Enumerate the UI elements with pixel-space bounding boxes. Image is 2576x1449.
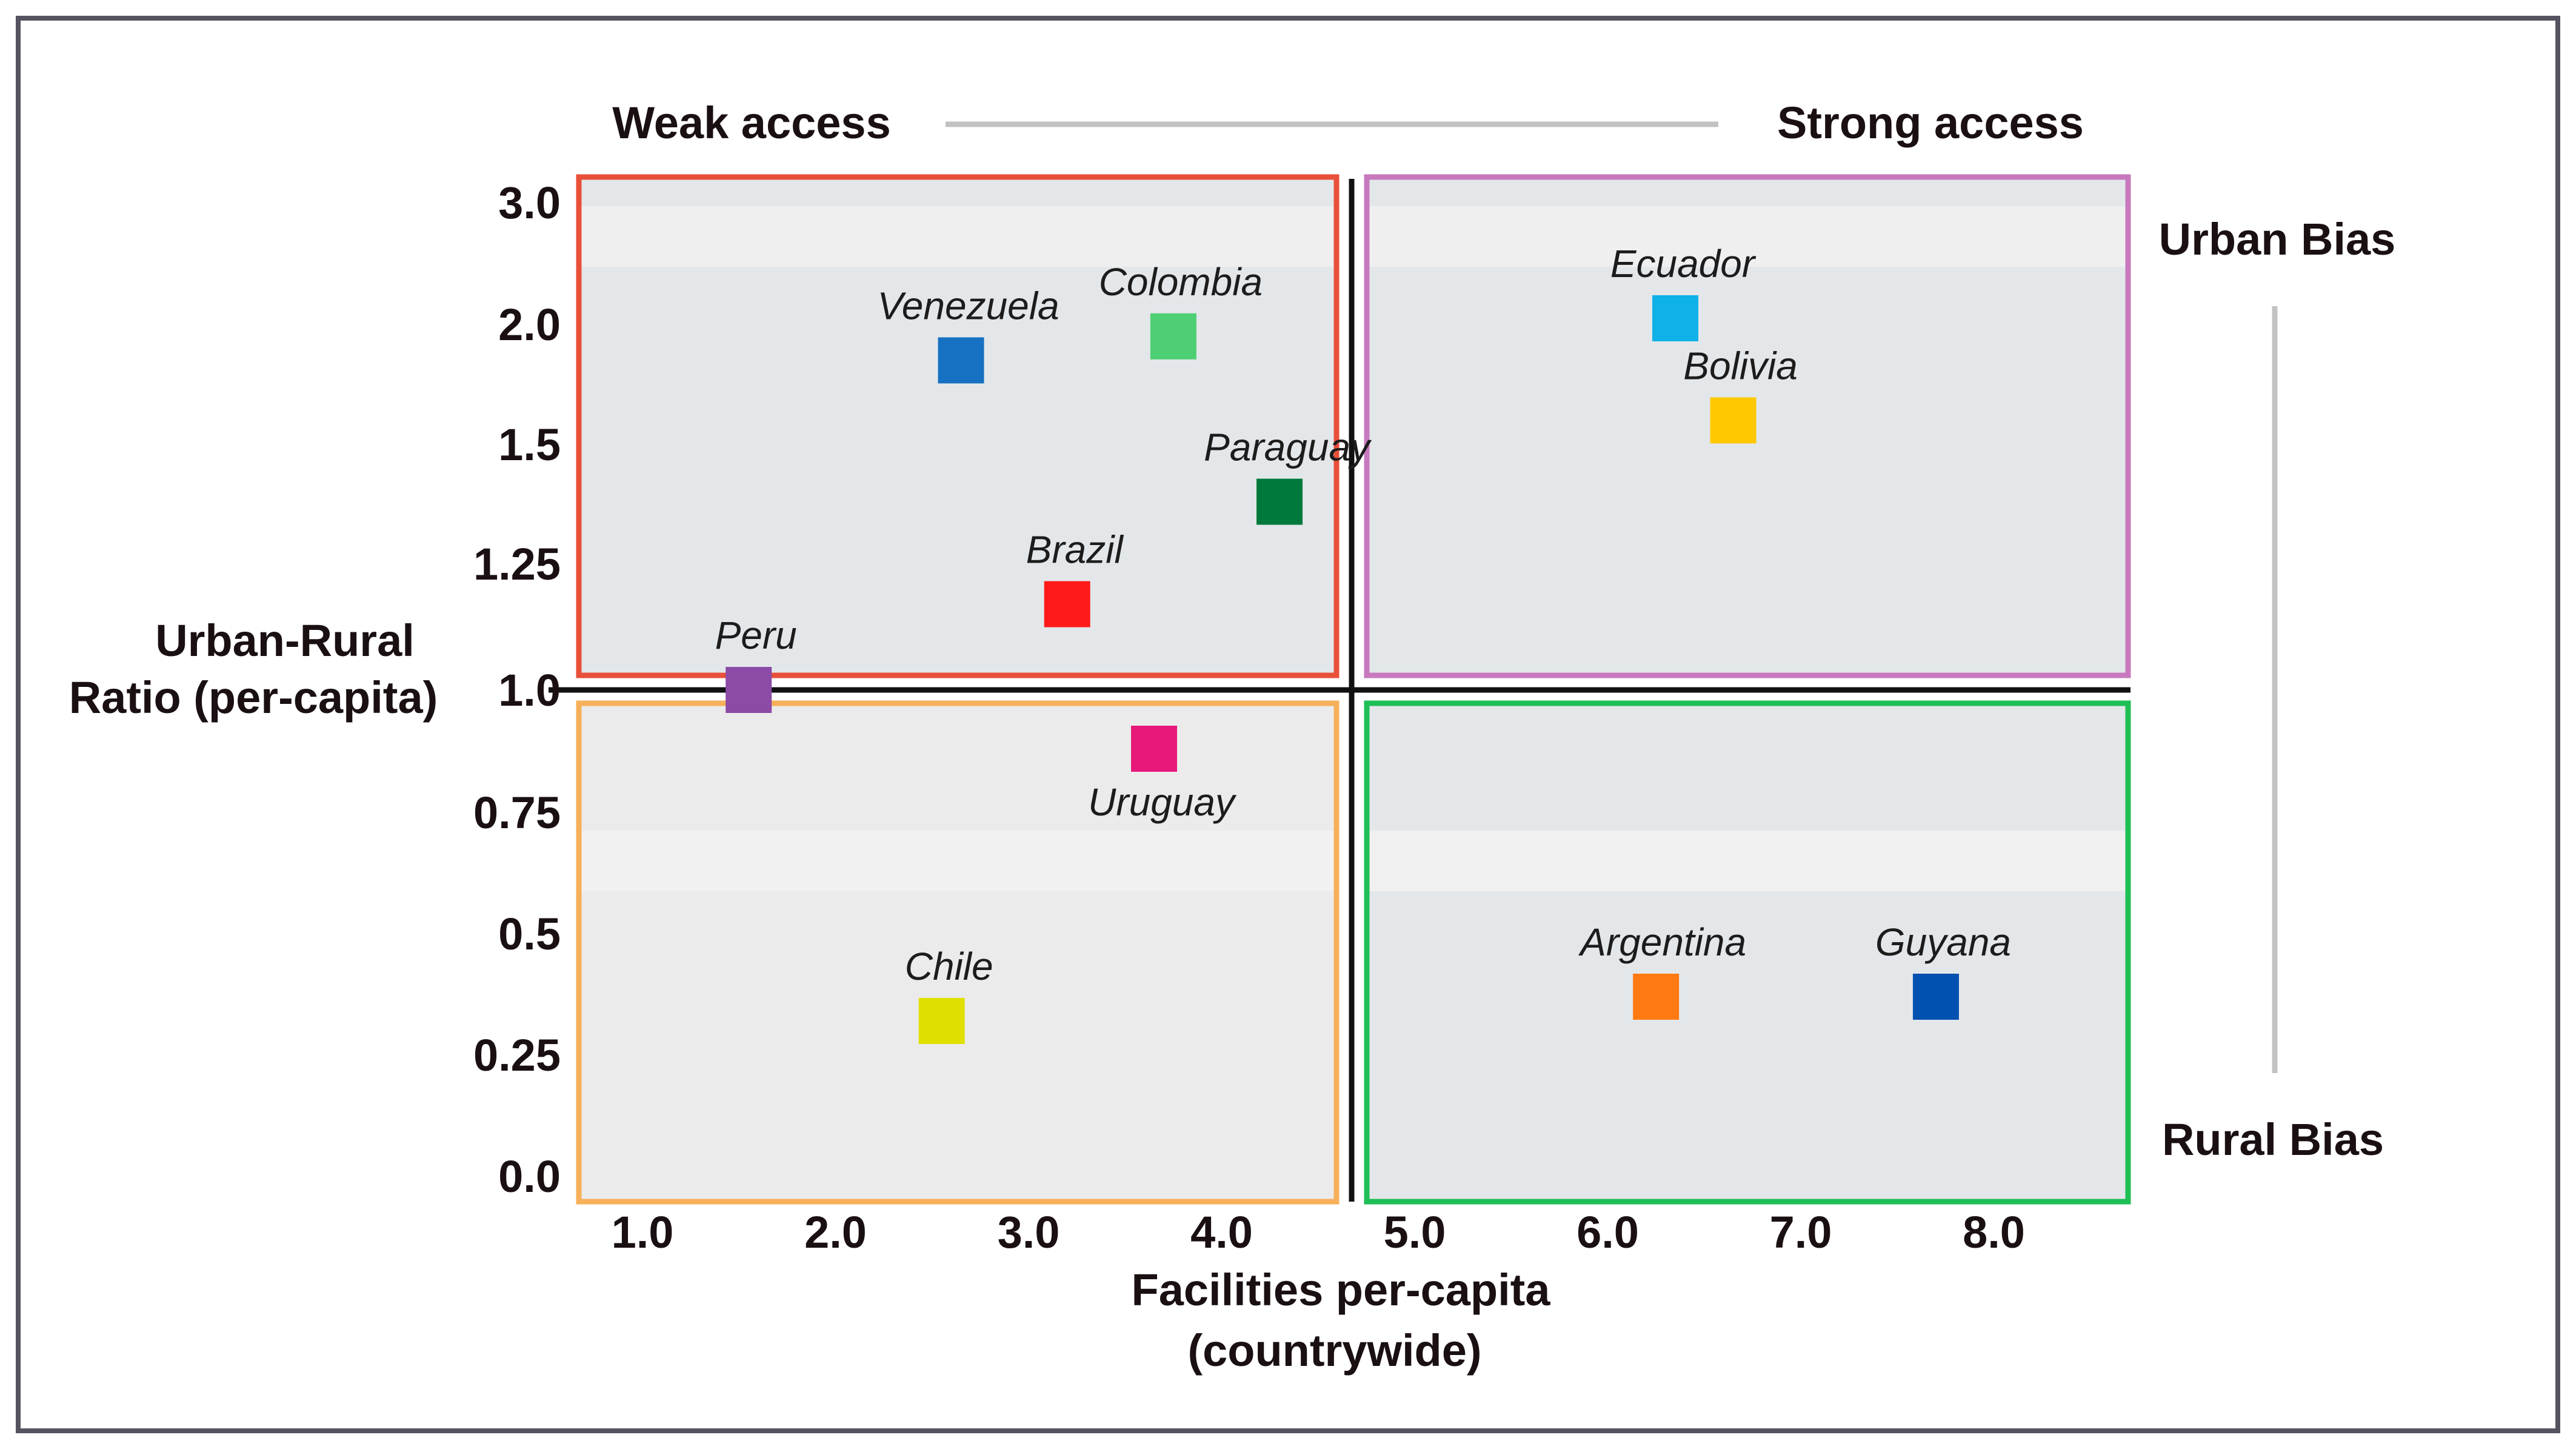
quadrant-top-right-band	[1368, 206, 2127, 267]
quadrant-bottom-right-bg	[1368, 704, 2127, 1200]
point-label-brazil: Brazil	[1026, 528, 1124, 572]
x-tick-label: 2.0	[804, 1207, 867, 1257]
quadrant-bottom-left-band	[581, 831, 1335, 891]
point-marker-colombia	[1150, 313, 1196, 360]
point-label-guyana: Guyana	[1875, 920, 2011, 964]
point-label-paraguay: Paraguay	[1204, 426, 1372, 469]
y-tick-label: 0.75	[473, 788, 561, 838]
data-points: Venezuela Colombia Paraguay Brazil Peru Ecuad…	[715, 242, 2011, 1044]
point-marker-uruguay	[1131, 725, 1178, 772]
weak-access-label: Weak access	[612, 98, 890, 148]
x-tick-label: 8.0	[1963, 1207, 2025, 1257]
point-label-ecuador: Ecuador	[1610, 242, 1757, 286]
x-tick-label: 7.0	[1770, 1207, 1832, 1257]
point-marker-bolivia	[1710, 397, 1757, 444]
urban-bias-label: Urban Bias	[2159, 214, 2396, 264]
y-tick-label: 1.25	[473, 539, 561, 589]
point-marker-argentina	[1633, 974, 1680, 1020]
x-axis-title-line1: Facilities per-capita	[1132, 1265, 1551, 1315]
point-label-bolivia: Bolivia	[1683, 344, 1798, 387]
point-label-peru: Peru	[715, 614, 797, 657]
point-marker-venezuela	[938, 337, 984, 384]
y-tick-label: 1.0	[498, 665, 561, 715]
quadrant-bottom-left-bg	[581, 704, 1335, 1200]
x-tick-label: 5.0	[1384, 1207, 1446, 1257]
quadrant-top-left-band	[581, 206, 1335, 267]
y-axis-title-line2: Ratio (per-capita)	[69, 672, 438, 723]
quadrant-border-strong-urban	[1364, 174, 2131, 678]
point-label-colombia: Colombia	[1099, 260, 1263, 304]
point-label-argentina: Argentina	[1578, 920, 1746, 964]
quadrant-border-weak-urban	[576, 174, 1340, 678]
y-tick-label: 1.5	[498, 420, 561, 470]
quadrant-bottom-right-band	[1368, 831, 2127, 891]
quadrant-border-weak-rural	[576, 700, 1340, 1205]
point-marker-guyana	[1912, 974, 1959, 1020]
y-tick-label: 3.0	[498, 178, 561, 228]
x-tick-label: 3.0	[998, 1207, 1060, 1257]
y-axis-title-line1: Urban-Rural	[155, 615, 415, 666]
point-marker-chile	[918, 998, 965, 1044]
strong-access-label: Strong access	[1777, 98, 2084, 148]
y-tick-label: 0.5	[498, 909, 561, 959]
y-tick-label: 2.0	[498, 300, 561, 350]
point-label-venezuela: Venezuela	[877, 284, 1059, 327]
x-axis-title-line2: (countrywide)	[1187, 1325, 1481, 1376]
point-label-chile: Chile	[905, 945, 993, 988]
x-tick-label: 1.0	[612, 1207, 674, 1257]
y-tick-label: 0.25	[473, 1030, 561, 1080]
point-marker-peru	[726, 667, 772, 713]
y-tick-label: 0.0	[498, 1151, 561, 1202]
x-tick-label: 4.0	[1190, 1207, 1253, 1257]
quadrant-backgrounds	[581, 179, 2127, 1200]
point-label-uruguay: Uruguay	[1088, 780, 1237, 824]
x-tick-label: 6.0	[1577, 1207, 1639, 1257]
point-marker-paraguay	[1256, 478, 1303, 525]
point-marker-ecuador	[1652, 295, 1698, 341]
quadrant-border-strong-rural	[1364, 700, 2131, 1205]
rural-bias-label: Rural Bias	[2162, 1114, 2384, 1165]
point-marker-brazil	[1044, 581, 1090, 627]
y-axis-ticks: 3.0 2.0 1.5 1.25 1.0 0.75 0.5 0.25 0.0	[473, 178, 561, 1202]
x-axis-ticks: 1.0 2.0 3.0 4.0 5.0 6.0 7.0 8.0	[612, 1207, 2025, 1257]
